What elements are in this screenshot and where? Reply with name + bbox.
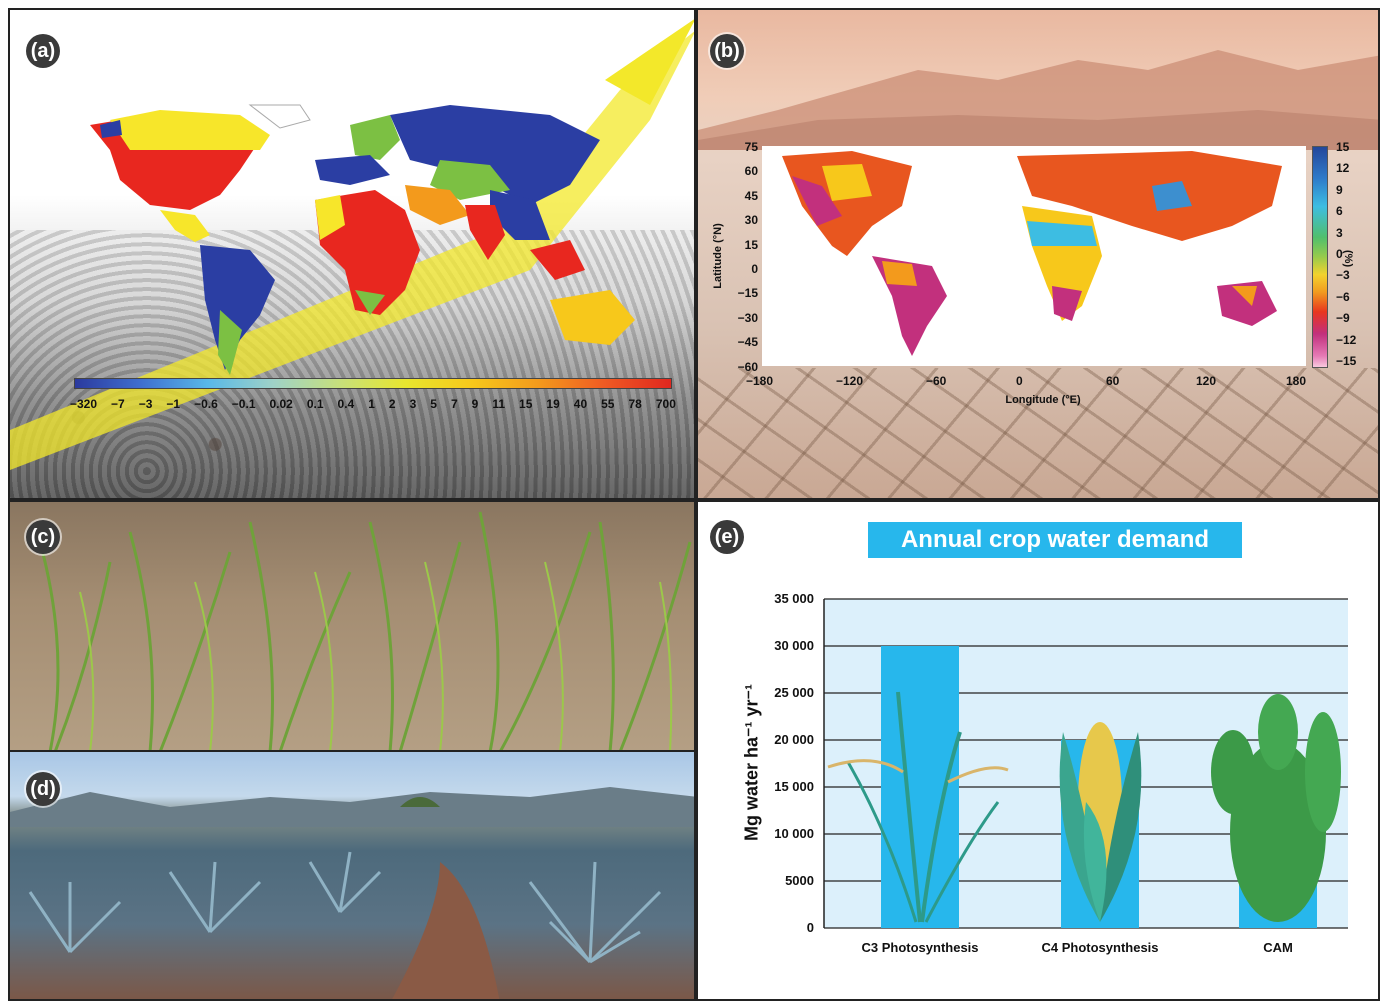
panel-b-drought-map: 15 12 9 6 3 0 −3 −6 −9 −12 −15 (%) 75 60 45 30 15 0 −15−… [696,8,1380,500]
colorbar-b-tick: −15 [1336,354,1357,368]
colorbar-a-tick: 40 [573,397,588,411]
y-tick: 35 000 [774,591,814,606]
y-tick: 5000 [785,873,814,888]
y-tick: 25 000 [774,685,814,700]
x-axis-label-b: Longitude (°E) [1005,394,1081,406]
y-axis-label-b: Latitude (°N) [712,223,724,289]
colorbar-a-tick: 78 [628,397,642,411]
colorbar-a-tick: 5 [430,397,437,411]
panel-a-label: (a) [26,34,60,68]
colorbar-a-tick: −3 [138,397,153,411]
colorbar-a-tick: 7 [450,397,458,411]
y-tick: 20 000 [774,732,814,747]
colorbar-a-tick: 3 [409,397,417,411]
y-tick-b: −15 [737,286,758,301]
colorbar-b-tick: −9 [1336,311,1350,326]
agave-field [10,787,694,999]
category-label: C4 Photosynthesis [1041,940,1159,955]
maize-plant-icon [1059,722,1142,922]
colorbar-a-tick: 700 [655,397,676,411]
colorbar-b-tick: 0 [1336,247,1343,261]
y-tick-b: 0 [751,262,758,276]
colorbar-b-unit: (%) [1342,250,1354,268]
colorbar-a-tick: 9 [471,397,479,411]
x-tick-b: 60 [1106,374,1120,388]
colorbar-b-tick: −6 [1336,289,1350,304]
y-tick: 10 000 [774,826,814,841]
chart-title: Annual crop water demand [868,522,1242,558]
colorbar-a-tick: −1 [166,397,181,411]
colorbar-a-tick: −0.6 [194,397,218,411]
category-label: CAM [1263,940,1293,955]
x-tick-b: −120 [836,374,864,388]
x-tick-b: 0 [1016,374,1023,388]
colorbar-a-tick: 0.1 [306,397,324,411]
x-tick-b: 180 [1286,374,1307,388]
world-map-population [10,19,694,470]
panel-b-label: (b) [710,34,744,68]
world-map-drought [782,151,1282,356]
colorbar-a-tick: −320 [70,397,98,411]
mountain-backdrop [698,50,1378,150]
crop-plants-drought [38,511,692,750]
panel-e-label: (e) [710,520,744,554]
colorbar-a-tick: 1 [368,397,375,411]
colorbar-a-gradient [74,378,672,389]
y-tick-b: −60 [737,359,758,374]
colorbar-a-tick: 19 [546,397,560,411]
precipitation-map [762,146,1306,366]
y-tick: 0 [806,920,814,935]
x-tick-b: −60 [926,374,947,388]
colorbar-a-tick: −7 [111,397,125,411]
cactus-plant-icon [1211,694,1341,922]
colorbar-a-tick: 0.4 [337,397,355,411]
colorbar-b-tick: −12 [1336,332,1357,347]
colorbar-a-tick: 2 [388,397,396,411]
colorbar-a-tick: 15 [519,397,533,411]
y-tick-b: 60 [744,164,758,179]
category-label: C3 Photosynthesis [861,940,979,955]
bar-chart [823,598,1348,929]
y-tick-b: −30 [737,310,758,325]
y-tick: 15 000 [774,779,814,794]
y-tick-b: 15 [744,237,758,252]
colorbar-a: −320 −7 −3 −1 −0.6 −0.1 0.02 0.1 0.4 1 2 3 5 7 9 11 15 19… [70,378,676,414]
cracked-earth [698,368,1378,498]
colorbar-a-tick: 11 [492,397,506,411]
colorbar-a-tick: 0.02 [269,397,293,411]
panel-d-agave-photo: (d) [8,750,696,1001]
colorbar-b-tick: −3 [1336,268,1350,283]
y-tick-b: 75 [744,140,758,154]
panel-a-population-map: −320 −7 −3 −1 −0.6 −0.1 0.02 0.1 0.4 1 2 3 5 7 9 11 15 19… [8,8,696,500]
colorbar-a-tick: −0.1 [231,397,256,411]
x-tick-b: −180 [746,374,774,388]
panel-d-label: (d) [26,772,60,806]
panel-e-water-demand-chart: (e) Annual crop water demand Mg water ha… [696,500,1380,1001]
rice-plant-icon [827,691,1009,923]
colorbar-a-tick: 55 [601,397,615,411]
colorbar-b-tick: 12 [1336,161,1350,176]
y-tick-b: 45 [744,188,758,203]
colorbar-b-tick: 15 [1336,140,1350,154]
colorbar-b-tick: 9 [1336,182,1343,197]
y-tick: 30 000 [774,638,814,653]
panel-c-label: (c) [26,520,60,554]
colorbar-b-tick: 3 [1336,225,1343,240]
colorbar-b [1312,146,1328,368]
colorbar-b-tick: 6 [1336,204,1343,219]
panel-c-sugarcane-photo: (c) [8,500,696,752]
y-tick-b: 30 [744,213,758,228]
y-tick-b: −45 [737,335,758,350]
colorbar-a-ticks: −320 −7 −3 −1 −0.6 −0.1 0.02 0.1 0.4 1 2 3 5 7 9 11 15 19… [70,397,676,411]
x-tick-b: 120 [1196,374,1217,388]
